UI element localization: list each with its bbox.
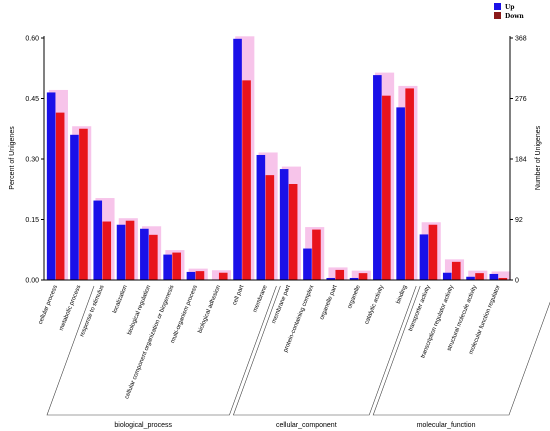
category-label: catalytic activity xyxy=(364,285,385,326)
bar-up xyxy=(140,228,149,280)
group-bracket xyxy=(232,285,417,416)
bar-up xyxy=(279,169,289,280)
bar-down xyxy=(218,272,228,280)
legend: Up Down xyxy=(494,3,524,20)
bar-down xyxy=(79,128,88,280)
left-tick-label: 0.15 xyxy=(25,217,39,224)
bar-up xyxy=(116,224,126,280)
bar-down xyxy=(475,273,484,280)
right-axis-label: Number of Unigenes xyxy=(535,125,542,190)
bar-down xyxy=(358,273,368,280)
group-label: molecular_function xyxy=(417,422,476,429)
bar-up xyxy=(70,134,79,280)
right-tick-label: 184 xyxy=(515,157,527,164)
bar-up xyxy=(419,234,429,280)
bar-up xyxy=(373,75,382,281)
bar-up xyxy=(186,271,196,280)
category-label: metabolic process xyxy=(59,285,83,332)
legend-swatch-up xyxy=(494,3,501,10)
category-label: cellular process xyxy=(38,285,59,326)
left-axis-label: Percent of Unigenes xyxy=(9,126,16,190)
bar-down xyxy=(265,175,275,280)
bar-up xyxy=(489,273,499,280)
category-label: transporter activity xyxy=(408,285,432,333)
right-tick-label: 276 xyxy=(515,96,527,103)
bar-up xyxy=(46,92,56,280)
bar-down xyxy=(428,224,438,280)
bar-up xyxy=(256,154,266,280)
bar-down xyxy=(195,271,205,280)
bar-up xyxy=(349,277,359,280)
bar-down xyxy=(125,220,135,280)
category-label: localization xyxy=(112,285,129,315)
category-label: response to stimulus xyxy=(79,285,105,338)
bar-up xyxy=(303,248,312,280)
legend-label-up: Up xyxy=(505,4,514,11)
legend-swatch-down xyxy=(494,12,501,19)
bar-down xyxy=(405,88,414,281)
bar-up xyxy=(163,254,172,280)
category-label: multi-organism process xyxy=(170,285,199,345)
group-label: cellular_component xyxy=(276,422,337,429)
bar-up xyxy=(442,272,452,280)
bars xyxy=(46,38,508,281)
legend-label-down: Down xyxy=(505,13,524,20)
bar-down xyxy=(335,269,345,280)
category-label: membrane xyxy=(252,284,269,313)
bar-up xyxy=(466,276,475,280)
bar-down xyxy=(312,229,321,280)
category-label: cellular component organization or bioge… xyxy=(124,285,175,400)
group-label: biological_process xyxy=(114,422,172,429)
right-tick-label: 0 xyxy=(515,278,519,285)
shadow-bar xyxy=(491,271,511,280)
category-label: binding xyxy=(396,285,409,305)
left-tick-label: 0.45 xyxy=(25,96,39,103)
category-label: biological adhesion xyxy=(197,285,222,335)
category-label: cell part xyxy=(232,284,246,306)
bar-up xyxy=(93,200,103,280)
category-label: biological regulation xyxy=(127,285,152,336)
bar-down xyxy=(498,277,508,280)
bar-down xyxy=(451,261,461,280)
bar-down xyxy=(242,80,251,280)
bar-down xyxy=(102,221,112,280)
left-tick-label: 0.00 xyxy=(25,278,39,285)
right-tick-label: 92 xyxy=(515,217,523,224)
left-tick-label: 0.60 xyxy=(25,36,39,43)
bar-down xyxy=(382,95,391,280)
category-label: membrane part xyxy=(271,284,292,324)
group-bracket xyxy=(372,285,550,416)
bar-down xyxy=(288,184,298,280)
bar-up xyxy=(326,277,336,280)
group-bracket xyxy=(46,285,277,416)
bar-down xyxy=(55,112,65,280)
bar-up xyxy=(396,107,405,280)
category-label: organelle part xyxy=(319,284,338,321)
bar-down xyxy=(172,252,181,280)
bar-down xyxy=(149,234,158,280)
bar-up xyxy=(233,38,242,280)
left-tick-label: 0.30 xyxy=(25,157,39,164)
category-label: organelle xyxy=(347,284,362,310)
right-tick-label: 368 xyxy=(515,36,527,43)
